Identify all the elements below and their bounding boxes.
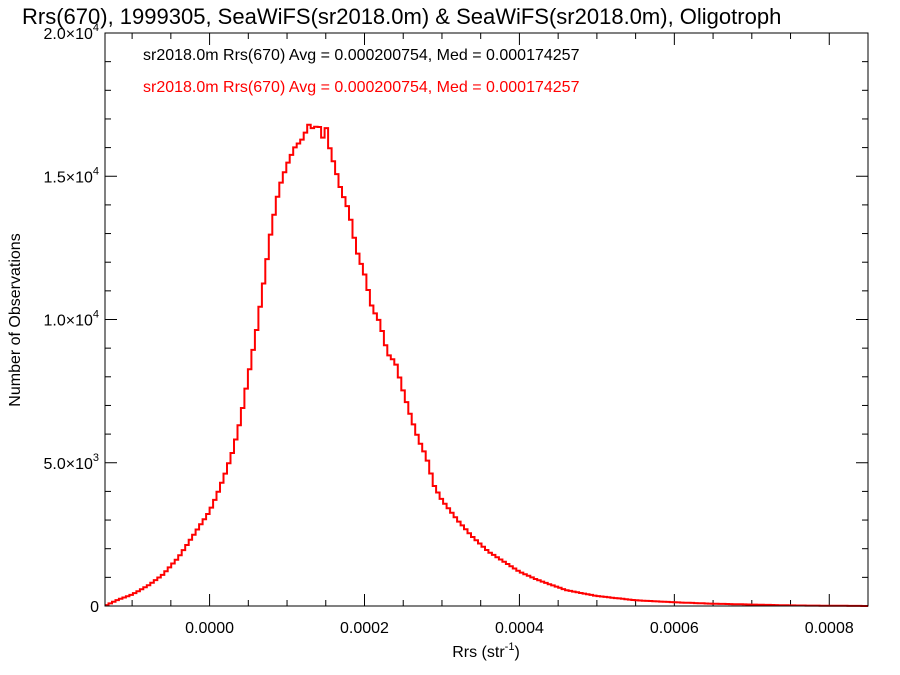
x-tick-label: 0.0002 [340, 620, 389, 637]
x-axis-label: Rrs (str-1) [452, 641, 520, 661]
plot-frame [104, 32, 869, 607]
x-tick-label: 0.0006 [650, 620, 699, 637]
y-axis: 0 5.0×103 1.0×104 1.5×104 2.0×104 [43, 22, 868, 616]
x-tick-label: 0.0004 [495, 620, 544, 637]
x-tick-label: 0.0000 [185, 620, 234, 637]
x-tick-label: 0.0008 [805, 620, 854, 637]
histogram-series [105, 123, 868, 607]
y-tick-label: 1.5×104 [43, 165, 99, 186]
chart-title: Rrs(670), 1999305, SeaWiFS(sr2018.0m) & … [22, 4, 781, 29]
stats-annotation-red: sr2018.0m Rrs(670) Avg = 0.000200754, Me… [143, 79, 580, 96]
y-tick-label: 1.0×104 [43, 309, 99, 330]
x-axis: 0.0000 0.0002 0.0004 0.0006 0.0008 [131, 33, 854, 637]
y-tick-label: 5.0×103 [43, 452, 99, 473]
y-axis-label: Number of Observations [7, 233, 24, 406]
y-tick-label: 0 [90, 599, 99, 616]
y-tick-label: 2.0×104 [43, 22, 99, 43]
stats-annotation-black: sr2018.0m Rrs(670) Avg = 0.000200754, Me… [143, 47, 580, 64]
